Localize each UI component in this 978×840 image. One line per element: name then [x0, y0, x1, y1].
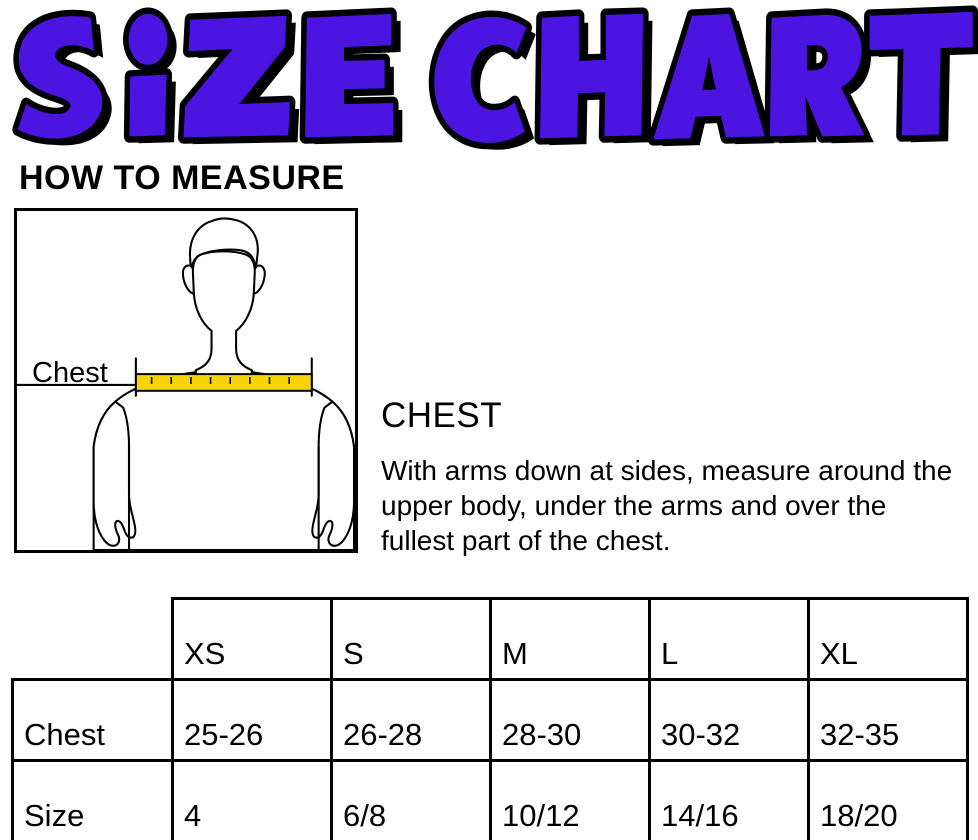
table-header-xl: XL [807, 597, 969, 681]
cell-chest-xl: 32-35 [807, 678, 969, 762]
table-row: Size 4 6/8 10/12 14/16 18/20 [11, 759, 969, 840]
row-label-chest: Chest [11, 678, 174, 762]
cell-chest-xs: 25-26 [171, 678, 333, 762]
row-label-size: Size [11, 759, 174, 840]
cell-size-s: 6/8 [330, 759, 492, 840]
cell-chest-s: 26-28 [330, 678, 492, 762]
table-header-l: L [648, 597, 810, 681]
cell-chest-m: 28-30 [489, 678, 651, 762]
left-arm-shape [92, 400, 137, 547]
body-figure-svg [17, 217, 355, 550]
how-to-measure-heading: HOW TO MEASURE [19, 159, 345, 197]
size-table: XS S M L XL Chest 25-26 26-28 28-30 30-3… [11, 597, 969, 840]
title-graphic [0, 0, 978, 150]
table-header-m: M [489, 597, 651, 681]
hair-shape [188, 217, 259, 273]
cell-size-xs: 4 [171, 759, 333, 840]
cell-size-m: 10/12 [489, 759, 651, 840]
cell-chest-l: 30-32 [648, 678, 810, 762]
chest-callout-label: Chest [32, 357, 108, 389]
table-corner-cell [13, 599, 173, 680]
tape-measure-icon [134, 373, 313, 392]
cell-size-xl: 18/20 [807, 759, 969, 840]
table-header-xs: XS [171, 597, 333, 681]
chest-description-heading: CHEST [381, 396, 503, 435]
measurement-illustration [14, 208, 358, 553]
head-and-neck-shape [191, 250, 256, 382]
cell-size-l: 14/16 [648, 759, 810, 840]
table-header-s: S [330, 597, 492, 681]
table-header-row: XS S M L XL [13, 597, 969, 681]
chest-description-body: With arms down at sides, measure around … [381, 455, 953, 556]
table-row: Chest 25-26 26-28 28-30 30-32 32-35 [11, 678, 969, 762]
page-title [0, 0, 978, 150]
right-arm-shape [311, 400, 355, 547]
